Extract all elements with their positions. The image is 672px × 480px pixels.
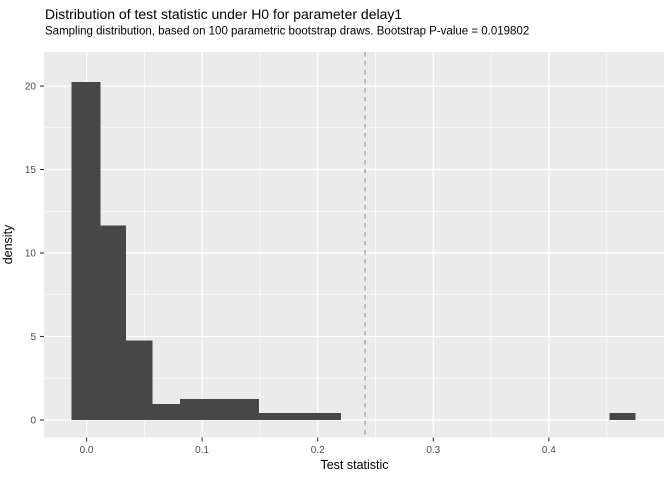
histogram-bar — [71, 81, 101, 420]
histogram-bar — [100, 225, 126, 420]
histogram-bar — [609, 412, 636, 420]
plot-title: Distribution of test statistic under H0 … — [45, 6, 402, 22]
plot-subtitle: Sampling distribution, based on 100 para… — [45, 26, 529, 38]
histogram-bar — [180, 398, 207, 420]
histogram-bar — [286, 412, 314, 420]
histogram-bar — [232, 398, 259, 420]
histogram-bar — [313, 412, 341, 420]
x-tick-label: 0.4 — [542, 445, 556, 456]
y-tick-label: 5 — [30, 332, 36, 343]
y-axis-title: density — [1, 224, 15, 264]
y-tick-label: 20 — [25, 82, 37, 93]
histogram-bar — [258, 412, 287, 420]
x-tick-label: 0.0 — [80, 445, 94, 456]
y-tick-label: 10 — [25, 249, 37, 260]
x-axis-title: Test statistic — [320, 458, 388, 472]
plot-panel: 0.0 0.1 0.2 0.3 0.4 0 5 10 15 20 — [25, 52, 664, 456]
histogram-bar — [206, 398, 233, 420]
x-tick-label: 0.3 — [426, 445, 440, 456]
x-tick-label: 0.2 — [311, 445, 325, 456]
x-tick-label: 0.1 — [195, 445, 209, 456]
y-tick-label: 0 — [30, 415, 36, 426]
histogram-bar — [125, 340, 153, 420]
histogram-bar — [152, 404, 181, 420]
y-tick-label: 15 — [25, 165, 37, 176]
